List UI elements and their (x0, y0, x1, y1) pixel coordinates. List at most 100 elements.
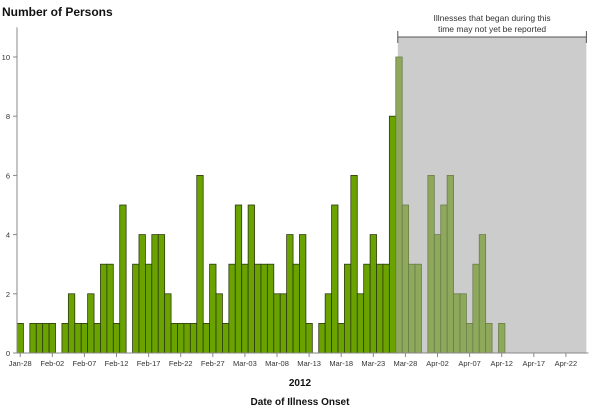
bar (228, 263, 236, 354)
x-tick-label: Mar-23 (361, 359, 385, 368)
bar (433, 234, 442, 354)
bar (215, 293, 223, 354)
bar (478, 234, 487, 354)
bar (427, 174, 435, 354)
bar (74, 322, 82, 354)
bar (363, 263, 371, 354)
bar (87, 293, 95, 354)
bar (350, 174, 358, 354)
bar (112, 322, 121, 354)
y-axis-title: Number of Persons (2, 5, 113, 19)
bar (209, 263, 217, 354)
bar (388, 115, 397, 354)
x-tick-label: Apr-17 (523, 359, 546, 368)
bar (234, 204, 243, 354)
bar (324, 293, 332, 354)
bar (189, 322, 198, 354)
bar (337, 322, 345, 354)
bar (465, 322, 474, 354)
bar (401, 204, 410, 354)
bar (459, 293, 467, 354)
y-tick-label: 6 (6, 171, 10, 180)
reporting-lag-bracket (397, 31, 587, 43)
x-tick-label: Feb-02 (40, 359, 64, 368)
bar (305, 322, 313, 354)
y-tick-label: 4 (6, 231, 10, 240)
bar (279, 293, 288, 354)
bar (382, 263, 390, 354)
x-tick-label: Mar-03 (233, 359, 257, 368)
bar (157, 234, 166, 354)
bar (254, 263, 262, 354)
bar (177, 322, 185, 354)
bar (299, 234, 307, 354)
x-axis-title: Date of Illness Onset (251, 397, 351, 408)
bar (151, 234, 159, 354)
bar (222, 322, 230, 354)
y-tick-label: 2 (6, 290, 10, 299)
bar (344, 263, 352, 354)
bar (286, 234, 294, 354)
x-tick-label: Feb-12 (105, 359, 129, 368)
bar (183, 322, 191, 354)
annotation-line-1: Illnesses that began during this (433, 13, 550, 23)
bar (119, 204, 127, 354)
bar (247, 204, 255, 354)
bar (395, 56, 403, 354)
bar (485, 322, 493, 354)
bar (196, 174, 204, 354)
bar (376, 263, 384, 354)
x-tick-label: Feb-17 (137, 359, 161, 368)
bar (331, 204, 339, 354)
x-tick-label: Mar-28 (394, 359, 418, 368)
bar (446, 174, 454, 354)
bar (440, 204, 448, 354)
bar (266, 263, 275, 354)
bar (414, 263, 422, 354)
bar (472, 263, 480, 354)
bar (292, 263, 300, 354)
bar (100, 263, 108, 354)
bar (35, 322, 44, 354)
y-tick-label: 8 (6, 112, 10, 121)
bar (408, 263, 416, 354)
x-tick-label: Mar-18 (329, 359, 353, 368)
bar (241, 263, 249, 354)
bar (202, 322, 210, 354)
x-tick-label: Jan-28 (9, 359, 32, 368)
x-tick-label: Feb-07 (73, 359, 97, 368)
bar (164, 293, 172, 354)
x-tick-label: Mar-08 (265, 359, 289, 368)
bar (67, 293, 76, 354)
x-tick-label: Apr-07 (458, 359, 481, 368)
year-label: 2012 (289, 378, 312, 389)
bar (318, 322, 326, 354)
bar (42, 322, 50, 354)
bar (93, 322, 101, 354)
bar (132, 263, 140, 354)
bar (106, 263, 114, 354)
bar (498, 322, 506, 354)
bar (48, 322, 56, 354)
bar (356, 293, 365, 354)
bar (29, 322, 37, 354)
bar (170, 322, 178, 354)
x-tick-label: Apr-02 (426, 359, 449, 368)
x-tick-label: Apr-12 (490, 359, 513, 368)
bar (260, 263, 268, 354)
x-tick-label: Mar-13 (297, 359, 321, 368)
bar (16, 322, 24, 354)
bar (61, 322, 69, 354)
reporting-lag-shade (397, 37, 587, 353)
annotation-line-2: time may not yet be reported (438, 24, 546, 34)
bar (138, 234, 146, 354)
bar (273, 293, 281, 354)
bar (80, 322, 89, 354)
y-tick-label: 0 (6, 349, 10, 358)
x-tick-label: Feb-22 (169, 359, 193, 368)
y-tick-label: 10 (2, 53, 10, 62)
bar (453, 293, 461, 354)
x-tick-label: Feb-27 (201, 359, 225, 368)
x-tick-label: Apr-22 (555, 359, 578, 368)
